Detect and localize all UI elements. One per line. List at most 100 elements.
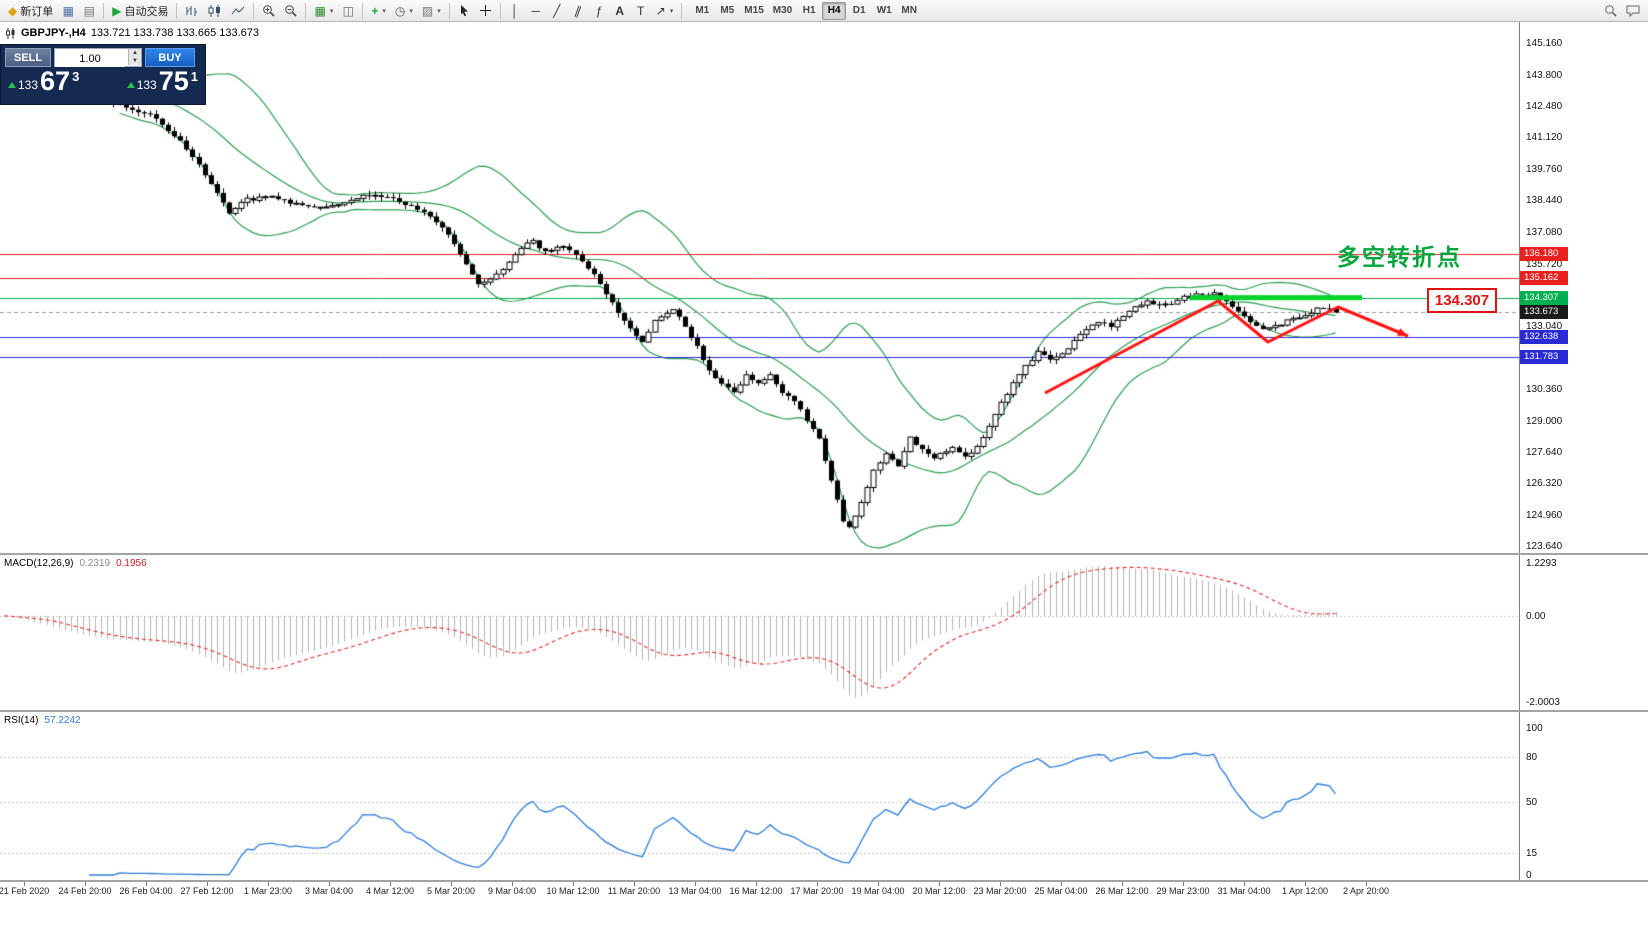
- volume-decrease-button[interactable]: ▼: [128, 57, 141, 65]
- chevron-down-icon: ▾: [329, 7, 334, 15]
- rsi-name: RSI(14): [4, 715, 39, 726]
- ask-price[interactable]: 133 75 1: [126, 67, 198, 96]
- toolbar-separator: [448, 2, 450, 19]
- bid-big-digits: 67: [40, 66, 71, 96]
- time-axis-tick: [268, 882, 269, 886]
- time-axis-label: 3 Mar 04:00: [304, 886, 354, 896]
- time-axis-label: 26 Feb 04:00: [119, 886, 173, 896]
- cursor-icon: [460, 5, 468, 17]
- candlestick-chart-button[interactable]: [204, 1, 226, 21]
- time-axis-tick: [451, 882, 452, 886]
- new-order-button[interactable]: ◆ 新订单: [4, 1, 57, 21]
- zoom-out-icon: [285, 5, 298, 17]
- time-axis-tick: [329, 882, 330, 886]
- timeframe-m30-button[interactable]: M30: [769, 2, 796, 20]
- time-axis-label: 17 Mar 20:00: [790, 886, 844, 896]
- time-axis-label: 16 Mar 12:00: [729, 886, 783, 896]
- horizontal-line-button[interactable]: ─: [526, 1, 546, 21]
- macd-main-value: 0.2319: [79, 558, 111, 569]
- timeframe-h1-button[interactable]: H1: [797, 2, 821, 20]
- one-click-trading-panel: SELL ▲ ▼ BUY 133 67 3 133 75 1: [0, 44, 206, 105]
- time-axis-label: 23 Mar 20:00: [973, 886, 1027, 896]
- bar-chart-button[interactable]: [181, 1, 203, 21]
- zoom-out-button[interactable]: [280, 1, 301, 21]
- price-axis[interactable]: [1519, 22, 1648, 882]
- grid-icon: ▦: [314, 3, 326, 18]
- timeframe-m15-button[interactable]: M15: [740, 2, 767, 20]
- bid-prefix: 133: [18, 78, 39, 92]
- feedback-button[interactable]: [1622, 1, 1644, 21]
- price-chart-canvas[interactable]: [0, 22, 1519, 553]
- zoom-in-button[interactable]: [258, 1, 279, 21]
- timeframe-m1-button[interactable]: M1: [690, 2, 714, 20]
- time-axis-tick: [146, 882, 147, 886]
- trendline-button[interactable]: ╱: [547, 1, 567, 21]
- time-axis-label: 26 Mar 12:00: [1095, 886, 1149, 896]
- new-chart-button[interactable]: ▦: [58, 1, 78, 21]
- macd-name: MACD(12,26,9): [4, 558, 74, 569]
- fibonacci-button[interactable]: ƒ: [589, 1, 609, 21]
- macd-canvas[interactable]: [0, 555, 1519, 710]
- time-axis-label: 9 Mar 04:00: [487, 886, 537, 896]
- indicators-button[interactable]: + ▾: [367, 1, 390, 21]
- rsi-value: 57.2242: [44, 715, 81, 726]
- periods-button[interactable]: ◷ ▾: [391, 1, 417, 21]
- auto-trading-icon: ▶: [112, 3, 122, 18]
- buy-button[interactable]: BUY: [145, 48, 195, 67]
- crosshair-button[interactable]: [475, 1, 496, 21]
- panel-splitter[interactable]: [0, 880, 1648, 882]
- rsi-canvas[interactable]: [0, 712, 1519, 880]
- macd-label: MACD(12,26,9) 0.2319 0.1956: [4, 558, 147, 569]
- timeframe-m5-button[interactable]: M5: [715, 2, 739, 20]
- toolbar-separator: [253, 2, 255, 19]
- tile-windows-button[interactable]: ◫: [338, 1, 358, 21]
- time-axis-label: 5 Mar 20:00: [426, 886, 476, 896]
- chart-ohlc-values: 133.721 133.738 133.665 133.673: [90, 27, 260, 39]
- auto-trading-button[interactable]: ▶ 自动交易: [108, 1, 172, 21]
- toolbar-separator: [176, 2, 178, 19]
- text-label-button[interactable]: T: [631, 1, 651, 21]
- channel-button[interactable]: ∥: [568, 1, 588, 21]
- shapes-button[interactable]: ↗ ▾: [652, 1, 678, 21]
- timeframe-w1-button[interactable]: W1: [872, 2, 896, 20]
- time-axis-tick: [1000, 882, 1001, 886]
- time-axis-tick: [695, 882, 696, 886]
- chart-title-icon: [6, 27, 15, 39]
- vertical-line-button[interactable]: │: [505, 1, 525, 21]
- new-order-icon: ◆: [8, 3, 18, 18]
- time-axis-label: 4 Mar 12:00: [365, 886, 415, 896]
- time-axis-tick: [1244, 882, 1245, 886]
- fibonacci-icon: ƒ: [595, 3, 603, 18]
- timeframe-group: M1 M5 M15 M30 H1 H4 D1 W1 MN: [690, 1, 921, 20]
- volume-input[interactable]: [55, 51, 125, 67]
- panel-splitter[interactable]: [0, 710, 1648, 712]
- volume-increase-button[interactable]: ▲: [128, 49, 141, 57]
- rsi-label: RSI(14) 57.2242: [4, 715, 81, 726]
- bid-uptick-icon: [8, 82, 16, 88]
- vertical-line-icon: │: [510, 3, 519, 18]
- text-label-icon: T: [637, 3, 645, 18]
- text-button[interactable]: A: [610, 1, 630, 21]
- timeframe-d1-button[interactable]: D1: [847, 2, 871, 20]
- timeframe-h4-button[interactable]: H4: [822, 1, 847, 20]
- grid-button[interactable]: ▦ ▾: [310, 1, 337, 21]
- time-axis-tick: [512, 882, 513, 886]
- panel-splitter[interactable]: [0, 553, 1648, 555]
- templates-button[interactable]: ▨ ▾: [418, 1, 445, 21]
- chart-symbol-period: GBPJPY-,H4: [21, 27, 86, 39]
- time-axis-tick: [1183, 882, 1184, 886]
- timeframe-mn-button[interactable]: MN: [897, 2, 921, 20]
- crosshair-icon: [479, 5, 491, 16]
- chart-title: GBPJPY-,H4 133.721 133.738 133.665 133.6…: [5, 27, 259, 39]
- bid-price[interactable]: 133 67 3: [8, 67, 79, 96]
- search-button[interactable]: [1600, 1, 1621, 21]
- line-chart-button[interactable]: [227, 1, 249, 21]
- profiles-button[interactable]: ▤: [79, 1, 99, 21]
- sell-button[interactable]: SELL: [5, 48, 51, 67]
- time-axis-label: 13 Mar 04:00: [668, 886, 722, 896]
- price-level-annotation[interactable]: 134.307: [1427, 288, 1497, 313]
- turning-point-annotation[interactable]: 多空转折点: [1337, 244, 1462, 270]
- tile-windows-icon: ◫: [342, 3, 354, 18]
- cursor-button[interactable]: [454, 1, 474, 21]
